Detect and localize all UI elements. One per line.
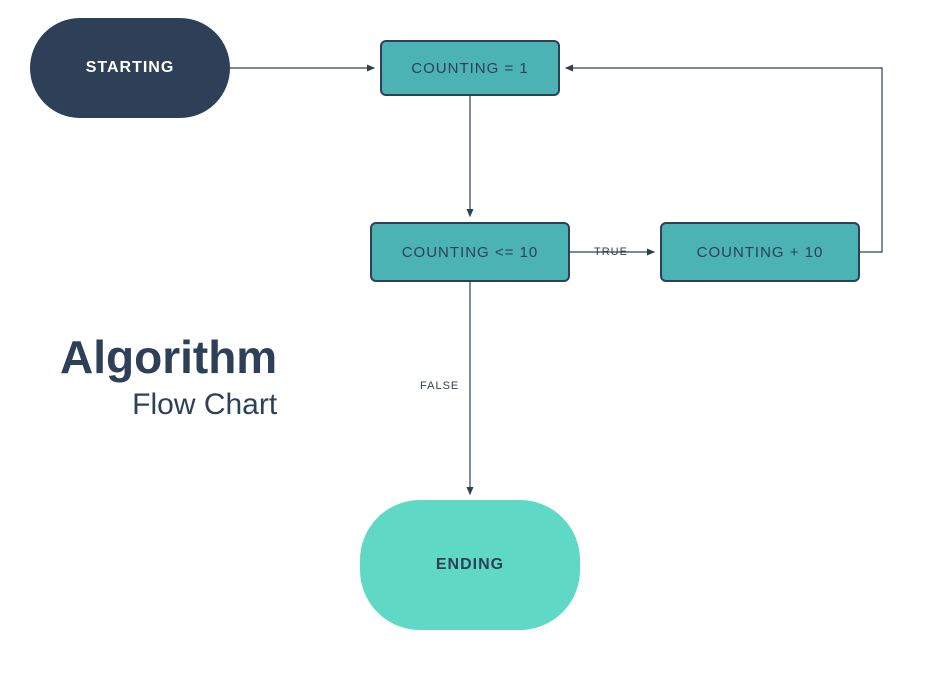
edge-label-cond-incr: TRUE xyxy=(594,246,628,258)
node-incr: COUNTING + 10 xyxy=(660,222,860,282)
title-block: Algorithm Flow Chart xyxy=(60,330,277,422)
flowchart-canvas: STARTING COUNTING = 1 COUNTING <= 10 COUNTI… xyxy=(0,0,927,678)
node-start-label: STARTING xyxy=(86,59,175,77)
node-init-label: COUNTING = 1 xyxy=(411,60,528,77)
title-main: Algorithm xyxy=(60,330,277,384)
node-cond-label: COUNTING <= 10 xyxy=(402,244,539,261)
edge-label-cond-end: FALSE xyxy=(420,380,459,392)
node-incr-label: COUNTING + 10 xyxy=(697,244,824,261)
node-start: STARTING xyxy=(30,18,230,118)
node-end-label: ENDING xyxy=(436,556,504,574)
node-init: COUNTING = 1 xyxy=(380,40,560,96)
title-sub: Flow Chart xyxy=(60,388,277,422)
node-end: ENDING xyxy=(360,500,580,630)
node-cond: COUNTING <= 10 xyxy=(370,222,570,282)
